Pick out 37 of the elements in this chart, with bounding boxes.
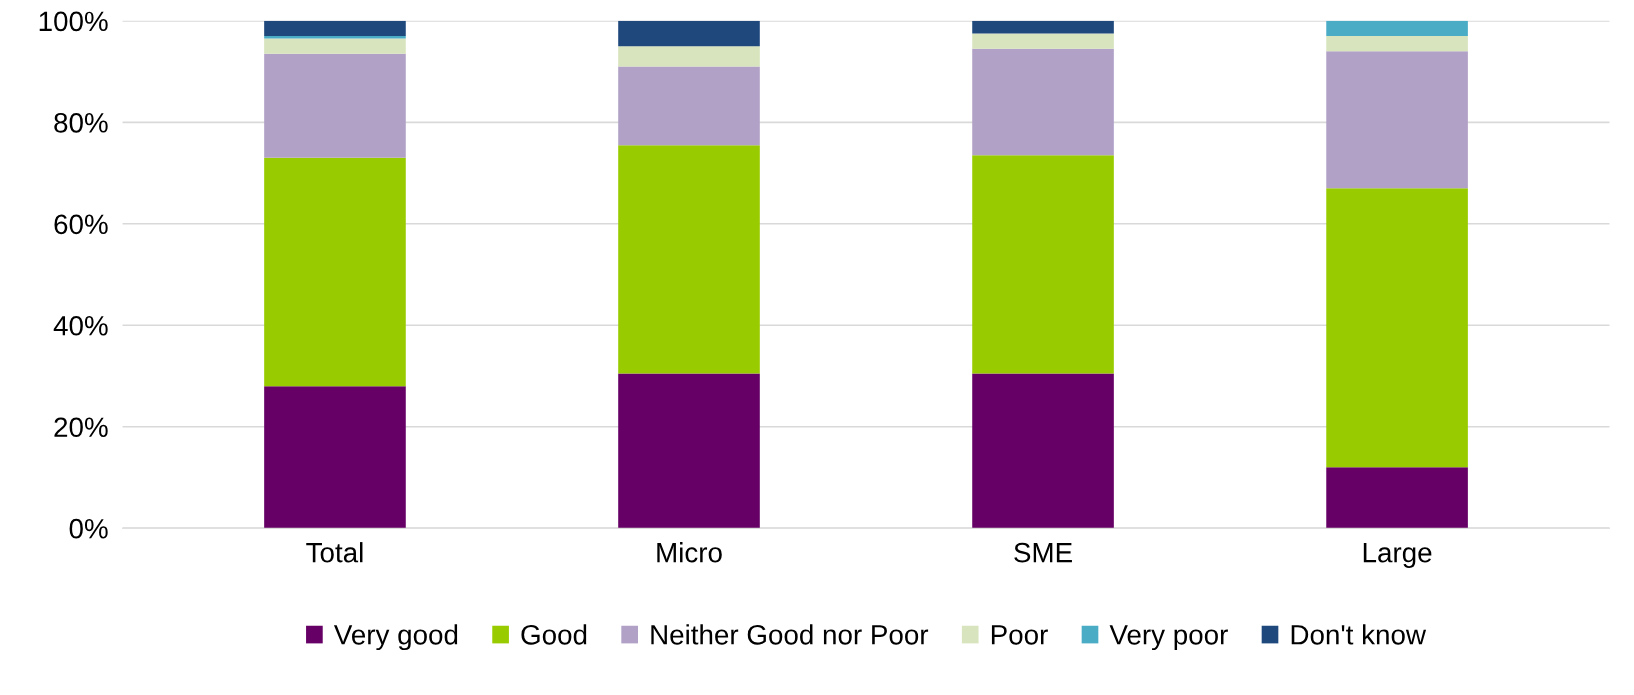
bar [1326, 20, 1468, 37]
legend-label: Very good [333, 624, 458, 651]
bar [1326, 467, 1468, 529]
bar [972, 33, 1114, 49]
y-tick-label: 40% [53, 315, 108, 336]
bar [264, 38, 406, 54]
bar [618, 20, 760, 47]
x-tick-label: Large [1363, 543, 1432, 568]
x-tick-label: Total [306, 542, 363, 563]
bar [972, 20, 1114, 34]
x-tick-label: SME [1014, 542, 1072, 563]
bar [264, 386, 406, 529]
bar [618, 373, 760, 529]
bar [1326, 36, 1468, 52]
bar [1326, 188, 1468, 468]
bar [1326, 51, 1468, 189]
y-tick-label: 20% [54, 417, 108, 438]
bar [264, 20, 406, 37]
bar [264, 157, 406, 387]
x-tick-label: Micro [657, 542, 722, 563]
y-tick-label: 80% [54, 112, 108, 133]
y-tick-label: 100% [39, 11, 108, 32]
bar [618, 145, 760, 374]
legend-label: Don't know [1291, 624, 1427, 645]
bar [972, 373, 1114, 529]
legend-label: Good [521, 624, 587, 645]
bar [264, 53, 406, 158]
bar [972, 48, 1114, 156]
bar [618, 46, 760, 67]
bar [972, 155, 1114, 374]
bar [618, 66, 760, 146]
y-tick-label: 60% [54, 214, 108, 235]
legend-label: Poor [991, 625, 1048, 645]
y-tick-label: 0% [69, 518, 108, 539]
legend-label: Very poor [1109, 625, 1228, 651]
legend-label: Neither Good nor Poor [651, 624, 929, 645]
bar [264, 36, 406, 39]
